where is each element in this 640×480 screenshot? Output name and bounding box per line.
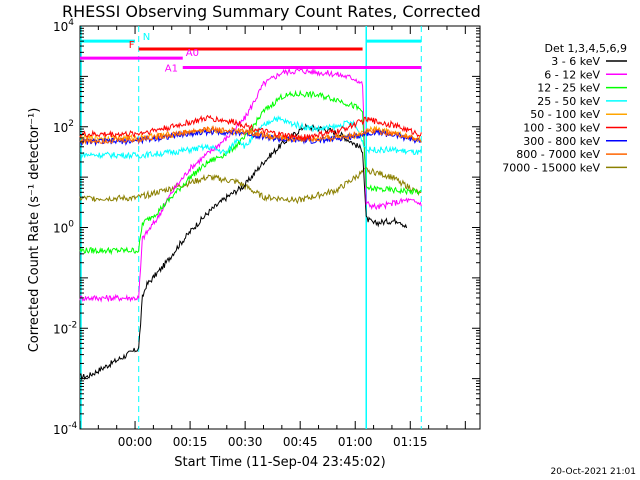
- series-line: [79, 114, 422, 142]
- x-tick-label: 01:15: [393, 435, 428, 449]
- y-tick-label: 10-4: [53, 421, 78, 437]
- series-line: [79, 67, 422, 303]
- x-axis-label: Start Time (11-Sep-04 23:45:02): [174, 455, 385, 470]
- x-tick-label: 00:45: [283, 435, 318, 449]
- x-axis: 00:00 00:15 00:30 00:45 01:00 01:15: [79, 26, 466, 449]
- legend-label: 100 - 300 keV: [523, 122, 600, 135]
- y-tick-label: 100: [53, 220, 74, 236]
- annotation-label-a0: A0: [186, 48, 199, 59]
- legend-label: 12 - 25 keV: [537, 82, 600, 95]
- chart-title: RHESSI Observing Summary Count Rates, Co…: [62, 2, 481, 21]
- legend-label: 6 - 12 keV: [544, 68, 600, 81]
- x-tick-label: 00:15: [173, 435, 208, 449]
- legend-label: 7000 - 15000 keV: [502, 161, 600, 174]
- legend-header: Det 1,3,4,5,6,9: [544, 42, 627, 55]
- y-axis-label: Corrected Count Rate (s⁻¹ detector⁻¹): [27, 108, 42, 353]
- y-tick-label: 102: [53, 119, 74, 135]
- series-line: [79, 167, 422, 205]
- x-tick-label: 00:30: [228, 435, 263, 449]
- y-tick-label: 10-2: [53, 320, 77, 336]
- series-line: [79, 123, 408, 381]
- series-line: [79, 127, 422, 147]
- x-tick-label: 00:00: [118, 435, 153, 449]
- legend-label: 800 - 7000 keV: [516, 148, 600, 161]
- legend-label: 300 - 800 keV: [523, 135, 600, 148]
- series-line: [79, 125, 422, 145]
- y-axis: 104 102 100 10-2 10-4: [53, 18, 480, 437]
- legend-label: 3 - 6 keV: [551, 55, 600, 68]
- y-tick-label: 104: [53, 18, 74, 34]
- legend-label: 50 - 100 keV: [530, 108, 600, 121]
- plot-area: [79, 25, 481, 430]
- series-layer: [79, 67, 422, 381]
- annotation-layer: NF A0 A1: [80, 32, 422, 75]
- footer-date: 20-Oct-2021 21:01: [551, 467, 636, 477]
- annotation-label-n: N: [143, 32, 150, 43]
- series-line: [79, 115, 422, 160]
- series-line: [79, 89, 422, 256]
- legend-label: 25 - 50 keV: [537, 95, 600, 108]
- vertical-markers: [80, 26, 422, 429]
- annotation-label-a1: A1: [165, 64, 178, 75]
- plot-frame: [79, 25, 481, 430]
- annotation-label-f: F: [129, 40, 135, 51]
- x-tick-label: 01:00: [338, 435, 373, 449]
